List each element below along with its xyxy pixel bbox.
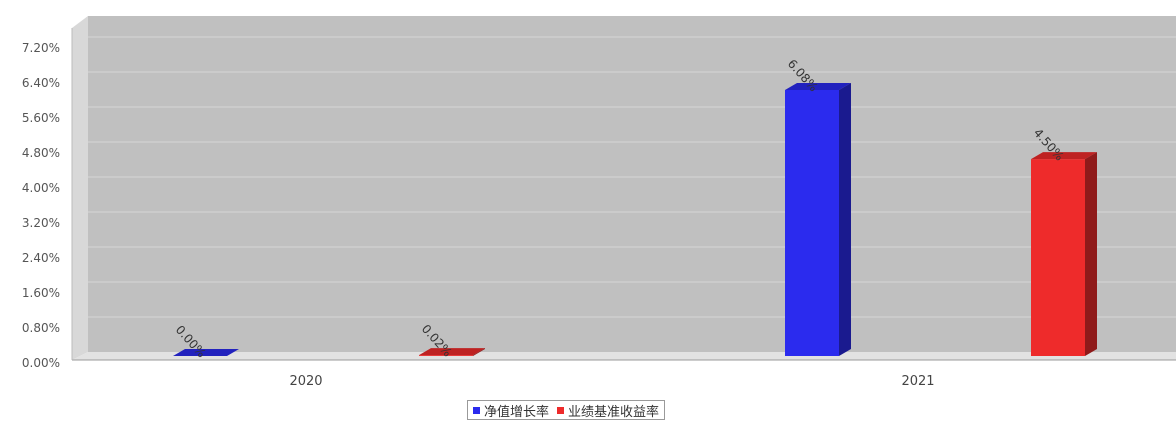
- legend-label: 业绩基准收益率: [568, 404, 660, 420]
- y-tick-label: 5.60%: [22, 111, 60, 125]
- legend-item-benchmark: 业绩基准收益率: [557, 401, 659, 420]
- bars: [173, 83, 1097, 356]
- bar-front: [785, 90, 839, 356]
- bar-front: [1031, 159, 1085, 356]
- y-tick-label: 3.20%: [22, 216, 60, 230]
- x-category-label: 2020: [289, 374, 322, 389]
- y-tick-label: 6.40%: [22, 76, 60, 90]
- legend-swatch-blue: [473, 406, 480, 414]
- plot-side-wall: [72, 16, 88, 360]
- y-tick-label: 4.00%: [22, 181, 60, 195]
- bar-top: [173, 349, 239, 356]
- x-axis-categories: 2020 2021: [289, 374, 934, 389]
- legend-item-nav-growth: 净值增长率: [473, 401, 549, 420]
- x-category-label: 2021: [901, 374, 934, 389]
- bar-top: [419, 348, 485, 356]
- y-tick-label: 4.80%: [22, 146, 60, 160]
- plot-floor: [72, 352, 1176, 360]
- plot-back-wall: [88, 16, 1176, 352]
- y-axis-ticks: 0.00% 0.80% 1.60% 2.40% 3.20% 4.00% 4.80% 5.60%…: [22, 41, 60, 370]
- legend-label: 净值增长率: [484, 404, 550, 420]
- y-tick-label: 1.60%: [22, 286, 60, 300]
- bar-side: [1085, 152, 1097, 356]
- bar-top: [785, 83, 851, 90]
- legend-swatch-red: [557, 406, 565, 414]
- bar-top: [1031, 152, 1097, 160]
- legend: 净值增长率 业绩基准收益率: [467, 400, 666, 420]
- bar-front: [419, 355, 473, 356]
- y-tick-label: 0.80%: [22, 321, 60, 335]
- y-tick-label: 0.00%: [22, 356, 60, 370]
- y-tick-label: 7.20%: [22, 41, 60, 55]
- y-tick-label: 2.40%: [22, 251, 60, 265]
- grid-lines: [88, 36, 1176, 318]
- bar-side: [839, 83, 851, 356]
- bar-side: [473, 348, 485, 356]
